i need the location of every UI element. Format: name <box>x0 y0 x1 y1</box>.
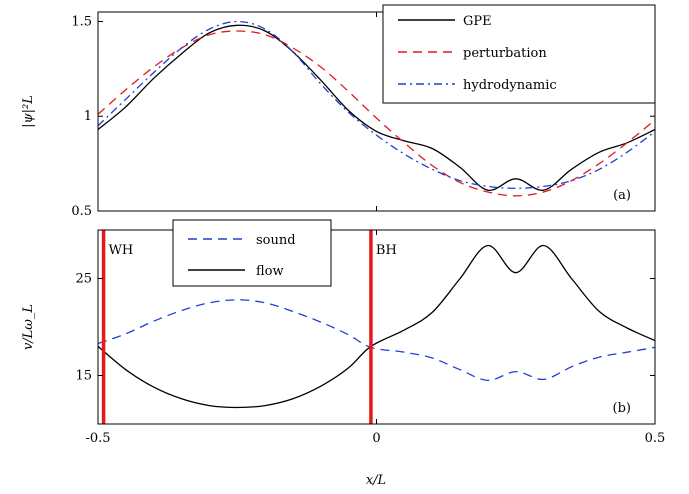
y-tick-label: 15 <box>75 369 92 384</box>
x-tick-label: 0.5 <box>645 431 666 446</box>
y-tick-label: 1.5 <box>71 14 92 29</box>
panel-b-y-axis-label: v/Lω_L <box>21 304 36 350</box>
legend-label-gpe: GPE <box>463 14 492 29</box>
panel-b-tag: (b) <box>613 401 631 416</box>
series-line-hydrodynamic <box>98 20 655 189</box>
y-tick-label: 25 <box>75 272 92 287</box>
panel-a-y-axis-label: |ψ|²L <box>21 95 36 128</box>
series-line-gpe <box>98 24 655 191</box>
x-axis-label: x/L <box>366 473 386 488</box>
horizon-label-wh: WH <box>109 243 134 258</box>
horizon-label-bh: BH <box>376 243 397 258</box>
legend-label-hydrodynamic: hydrodynamic <box>463 78 557 93</box>
panel-a: 0.5 1 1.5 |ψ|²L (a) GPE perturbation hydro… <box>21 4 656 219</box>
panel-a-tag: (a) <box>613 188 631 203</box>
legend-label-perturbation: perturbation <box>463 46 547 61</box>
series-line-perturbation <box>98 30 655 197</box>
panel-b-ticks: 15 25 -0.5 0 0.5 <box>75 230 665 446</box>
legend-label-flow: flow <box>256 264 284 279</box>
series-line-sound <box>98 299 655 382</box>
y-tick-label: 1 <box>84 109 92 124</box>
x-tick-label: -0.5 <box>85 431 110 446</box>
x-tick-label: 0 <box>372 431 380 446</box>
panel-b-horizon-markers: WH BH <box>101 230 397 424</box>
panel-b-legend: sound flow <box>172 219 332 287</box>
y-tick-label: 0.5 <box>71 204 92 219</box>
legend-label-sound: sound <box>256 233 296 248</box>
panel-b: WH BH 15 25 -0.5 0 0.5 v/Lω_L x/L (b) sound f… <box>21 219 665 488</box>
panel-a-legend: GPE perturbation hydrodynamic <box>382 4 656 104</box>
panel-b-legend-box <box>172 219 332 287</box>
panel-a-series-group <box>98 20 655 197</box>
panel-a-legend-box <box>382 4 656 104</box>
